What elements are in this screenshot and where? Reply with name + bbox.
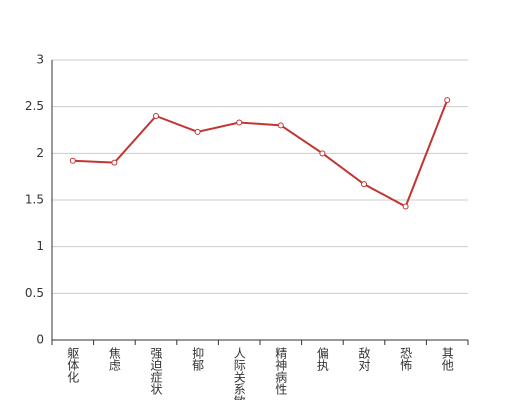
point [111,159,118,166]
point [319,150,326,157]
x-tick-label: 偏执 [315,346,329,372]
x-tick-label: 人际关系敏感 [232,347,246,400]
y-tick-label: 2.5 [25,99,44,113]
x-tick-label: 焦虑 [107,347,121,371]
x-tick-label: 敌对 [357,346,371,371]
x-tick-label: 强迫症状 [149,347,163,395]
point [194,128,201,135]
y-tick-label: 0.5 [25,286,44,300]
y-tick-label: 1.5 [25,193,44,207]
x-tick-label: 恐怖 [399,347,413,371]
point [236,119,243,126]
point [444,97,451,104]
y-tick-label: 2 [36,146,44,160]
point [153,113,159,119]
x-tick-label: 躯体化 [66,346,80,384]
y-tick-label: 0 [36,333,44,347]
point [277,122,284,129]
x-tick-label: 其他 [440,347,454,371]
y-tick-label: 3 [36,53,44,67]
y-tick-label: 1 [36,239,44,253]
x-tick-label: 精神病性 [274,347,288,396]
point [69,157,76,164]
point [361,181,367,188]
x-tick-label: 抑郁 [191,346,205,372]
line [72,99,449,208]
point [402,203,409,210]
